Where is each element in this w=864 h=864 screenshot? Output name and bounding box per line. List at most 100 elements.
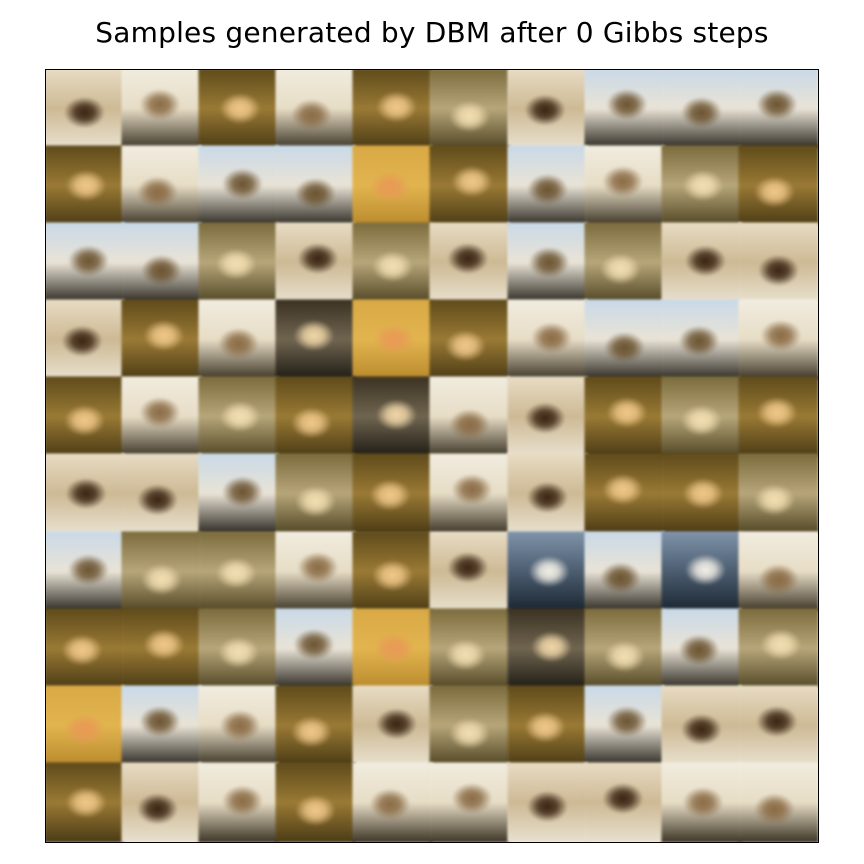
sample-tile [46, 145, 125, 226]
sample-tile [584, 222, 665, 303]
sample-tile [275, 299, 356, 380]
sample-tile [507, 531, 588, 612]
sample-tile [198, 531, 279, 612]
sample-tile [275, 145, 356, 226]
sample-tile [121, 685, 202, 766]
sample-tile [661, 531, 742, 612]
sample-tile [198, 376, 279, 458]
sample-tile [121, 222, 202, 303]
sample-tile [352, 222, 434, 303]
sample-tile [429, 70, 511, 149]
sample-tile [46, 376, 125, 458]
sample-tile [738, 145, 818, 226]
sample-tile [46, 762, 125, 842]
sample-tile [46, 531, 125, 612]
sample-tile [352, 531, 434, 612]
sample-tile [275, 453, 356, 535]
sample-tile [429, 299, 511, 380]
sample-tile [352, 762, 434, 842]
sample-tile [121, 608, 202, 689]
sample-tile [352, 376, 434, 458]
sample-tile [507, 376, 588, 458]
sample-tile [661, 299, 742, 380]
sample-tile [661, 222, 742, 303]
sample-tile [738, 453, 818, 535]
sample-tile [352, 608, 434, 689]
sample-tile [584, 299, 665, 380]
sample-tile [121, 376, 202, 458]
sample-tile [584, 531, 665, 612]
sample-tile [352, 145, 434, 226]
sample-tile [661, 608, 742, 689]
sample-tile [275, 762, 356, 842]
sample-tile [121, 531, 202, 612]
sample-tile [429, 453, 511, 535]
sample-tile [121, 453, 202, 535]
sample-tile [507, 685, 588, 766]
sample-tile [584, 608, 665, 689]
sample-tile [738, 70, 818, 149]
sample-tile [584, 453, 665, 535]
sample-tile [738, 376, 818, 458]
sample-tile [121, 299, 202, 380]
sample-tile [507, 762, 588, 842]
sample-tile [661, 145, 742, 226]
sample-tile [275, 70, 356, 149]
sample-tile [507, 70, 588, 149]
sample-tile [429, 531, 511, 612]
sample-tile [429, 608, 511, 689]
sample-tile [198, 762, 279, 842]
sample-tile [275, 531, 356, 612]
sample-tile [275, 685, 356, 766]
sample-tile [584, 762, 665, 842]
sample-tile [46, 608, 125, 689]
sample-tile [661, 685, 742, 766]
sample-tile [738, 762, 818, 842]
sample-tile [46, 299, 125, 380]
sample-tile [198, 70, 279, 149]
sample-tile [198, 453, 279, 535]
sample-tile [507, 145, 588, 226]
sample-tile [507, 608, 588, 689]
sample-tile [198, 299, 279, 380]
sample-tile [275, 376, 356, 458]
sample-tile [584, 685, 665, 766]
sample-tile [121, 70, 202, 149]
sample-tile [661, 70, 742, 149]
sample-tile [275, 608, 356, 689]
sample-tile [121, 145, 202, 226]
figure-title: Samples generated by DBM after 0 Gibbs s… [95, 16, 769, 49]
sample-tile [352, 299, 434, 380]
sample-tile [198, 145, 279, 226]
sample-tile [352, 685, 434, 766]
sample-tile [198, 608, 279, 689]
sample-tile [507, 299, 588, 380]
sample-tile [46, 453, 125, 535]
sample-tile [584, 376, 665, 458]
sample-tile [661, 762, 742, 842]
sample-tile [738, 531, 818, 612]
sample-tile [429, 222, 511, 303]
sample-tile [198, 222, 279, 303]
sample-tile [429, 685, 511, 766]
sample-tile [429, 762, 511, 842]
sample-tile [429, 376, 511, 458]
sample-tile [46, 70, 125, 149]
sample-tile [121, 762, 202, 842]
sample-tile [198, 685, 279, 766]
sample-tile [352, 453, 434, 535]
sample-tile [46, 222, 125, 303]
sample-tile [584, 145, 665, 226]
sample-tile [584, 70, 665, 149]
sample-tile [738, 222, 818, 303]
sample-tile [507, 222, 588, 303]
sample-tile [429, 145, 511, 226]
sample-tile [507, 453, 588, 535]
sample-grid [46, 70, 818, 842]
sample-tile [275, 222, 356, 303]
sample-tile [352, 70, 434, 149]
sample-grid-frame [45, 69, 819, 843]
sample-tile [46, 685, 125, 766]
sample-tile [738, 608, 818, 689]
sample-tile [661, 376, 742, 458]
